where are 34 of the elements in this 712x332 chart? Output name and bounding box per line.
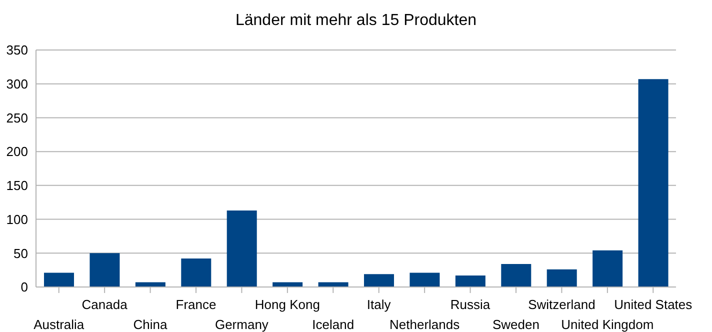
bar (501, 264, 532, 287)
bar (181, 258, 212, 287)
x-tick-label: Canada (82, 297, 128, 312)
y-tick-label: 0 (20, 280, 28, 295)
y-tick-label: 350 (6, 42, 28, 58)
x-tick-label: United Kingdom (561, 317, 654, 332)
y-tick-label: 100 (6, 212, 28, 227)
y-tick-label: 200 (6, 144, 28, 160)
bar (90, 253, 120, 287)
y-tick-label: 300 (6, 76, 28, 92)
bar (592, 250, 623, 287)
y-tick-label: 50 (14, 246, 28, 261)
x-tick-label: Hong Kong (254, 297, 320, 312)
x-tick-label: China (133, 317, 168, 332)
bar (364, 274, 394, 287)
x-tick-label: Germany (214, 317, 269, 332)
x-tick-label: Australia (34, 317, 85, 332)
x-tick-label: Sweden (492, 317, 540, 332)
bar (546, 269, 577, 287)
bar (410, 272, 440, 287)
bar (226, 210, 257, 287)
x-tick-label: Netherlands (390, 317, 460, 332)
x-tick-label: United States (614, 297, 693, 312)
y-tick-label: 250 (6, 110, 28, 126)
x-tick-label: Russia (450, 297, 491, 312)
bar (638, 79, 668, 287)
chart-title: Länder mit mehr als 15 Produkten (234, 11, 478, 31)
x-tick-label: Iceland (312, 317, 354, 332)
bar (455, 275, 486, 287)
y-tick-label: 150 (6, 178, 28, 194)
x-tick-label: Italy (366, 297, 392, 312)
bar (44, 272, 74, 287)
x-tick-label: France (176, 297, 216, 312)
x-tick-label: Switzerland (528, 297, 596, 312)
